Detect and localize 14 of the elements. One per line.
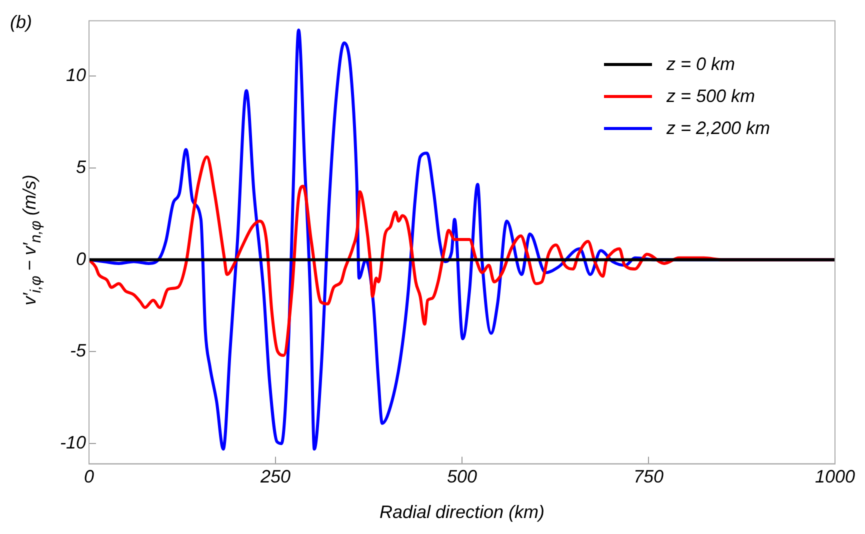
y-tick-label: 0 xyxy=(76,248,86,269)
chart-title: (b) xyxy=(10,12,32,33)
y-tick-label: -5 xyxy=(70,340,87,361)
y-tick-label: 5 xyxy=(76,156,87,177)
x-tick-label: 250 xyxy=(259,466,291,487)
x-axis-title: Radial direction (km) xyxy=(379,502,545,522)
x-tick-label: 500 xyxy=(446,466,478,487)
x-tick-label: 750 xyxy=(633,466,664,487)
legend-label: z = 0 km xyxy=(666,54,735,74)
legend-label: z = 500 km xyxy=(666,86,755,106)
y-tick-label: -10 xyxy=(60,432,86,453)
y-tick-label: 10 xyxy=(66,64,86,85)
legend-label: z = 2,200 km xyxy=(666,118,770,138)
x-tick-label: 1000 xyxy=(814,466,855,487)
